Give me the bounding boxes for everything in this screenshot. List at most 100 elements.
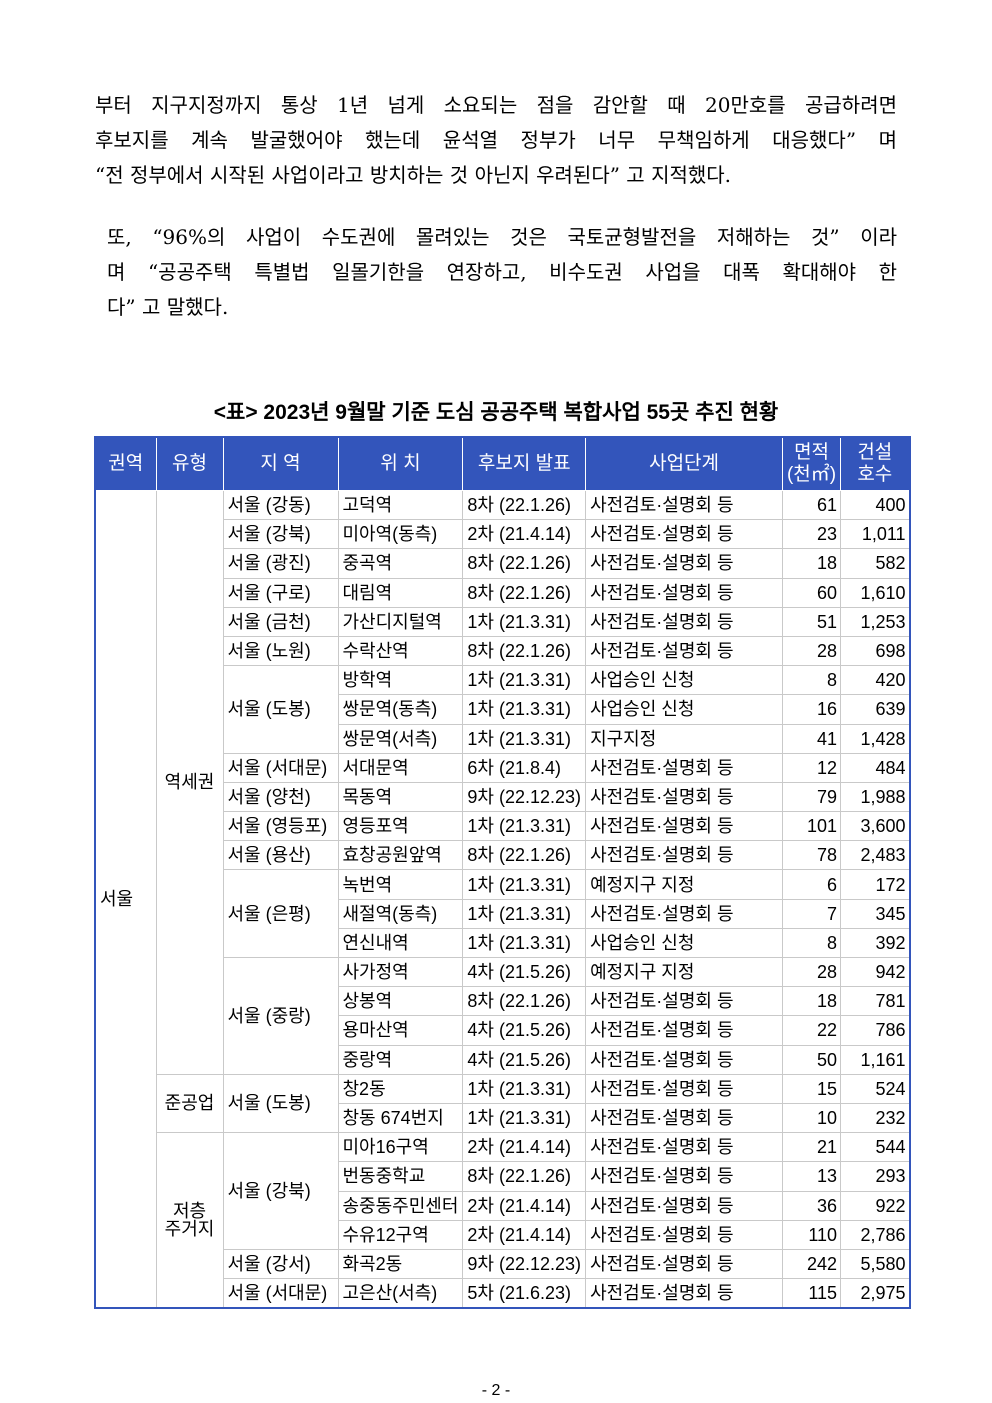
announcement-cell: 1차 (21.3.31)	[462, 898, 587, 929]
district-cell: 서울 (강북)	[222, 519, 339, 550]
area-cell: 12	[782, 752, 842, 783]
units-cell: 524	[840, 1073, 911, 1104]
district-cell: 서울 (도봉)	[222, 665, 339, 754]
location-cell: 고은산(서측)	[337, 1278, 464, 1309]
table-row: 쌍문역(동측) 1차 (21.3.31) 사업승인 신청 16 639	[95, 694, 911, 725]
stage-cell: 사전검토·설명회 등	[585, 1278, 784, 1309]
announcement-cell: 2차 (21.4.14)	[462, 519, 587, 550]
area-cell: 23	[782, 519, 842, 550]
table-row: 수유12구역 2차 (21.4.14) 사전검토·설명회 등 110 2,786	[95, 1219, 911, 1250]
announcement-cell: 2차 (21.4.14)	[462, 1190, 587, 1221]
stage-cell: 사전검토·설명회 등	[585, 898, 784, 929]
announcement-cell: 6차 (21.8.4)	[462, 752, 587, 783]
table-row: 서울 (구로) 대림역 8차 (22.1.26) 사전검토·설명회 등 60 1,610	[95, 577, 911, 608]
area-cell: 101	[782, 811, 842, 842]
units-cell: 484	[840, 752, 911, 783]
units-cell: 1,253	[840, 606, 911, 637]
announcement-cell: 8차 (22.1.26)	[462, 577, 587, 608]
area-cell: 16	[782, 694, 842, 725]
announcement-cell: 1차 (21.3.31)	[462, 694, 587, 725]
area-cell: 79	[782, 781, 842, 813]
type-header: 유형	[155, 436, 224, 491]
table-row: 서울 (은평) 녹번역 1차 (21.3.31) 예정지구 지정 6 172	[95, 869, 911, 958]
stage-cell: 지구지정	[585, 723, 784, 754]
stage-cell: 사전검토·설명회 등	[585, 1161, 784, 1192]
units-header: 건설 호수	[840, 436, 911, 491]
table-row: 서울 (강북) 미아역(동측) 2차 (21.4.14) 사전검토·설명회 등 23 1,…	[95, 519, 911, 550]
announcement-cell: 2차 (21.4.14)	[462, 1219, 587, 1250]
stage-cell: 사업승인 신청	[585, 665, 784, 696]
area-cell: 22	[782, 1015, 842, 1046]
area-cell: 36	[782, 1190, 842, 1221]
location-cell: 창동 674번지	[337, 1102, 464, 1134]
stage-cell: 사전검토·설명회 등	[585, 1219, 784, 1250]
announcement-cell: 4차 (21.5.26)	[462, 1015, 587, 1046]
location-cell: 새절역(동측)	[337, 898, 464, 929]
area-cell: 51	[782, 606, 842, 637]
table-row: 서울 (금천) 가산디지털역 1차 (21.3.31) 사전검토·설명회 등 51 1,2…	[95, 606, 911, 637]
announcement-cell: 1차 (21.3.31)	[462, 811, 587, 842]
table-row: 준공업 서울 (도봉) 창2동 1차 (21.3.31) 사전검토·설명회 등 15 524	[95, 1073, 911, 1134]
table-row: 서울 (도봉) 방학역 1차 (21.3.31) 사업승인 신청 8 420	[95, 665, 911, 754]
table-row: 서울 (노원) 수락산역 8차 (22.1.26) 사전검토·설명회 등 28 698	[95, 635, 911, 667]
announcement-cell: 1차 (21.3.31)	[462, 1102, 587, 1134]
paragraph-2: 또, “96%의 사업이 수도권에 몰려있는 것은 국토균형발전을 저해하는 것…	[107, 220, 897, 325]
units-cell: 2,786	[840, 1219, 911, 1250]
stage-cell: 사전검토·설명회 등	[585, 781, 784, 813]
text-line: “전 정부에서 시작된 사업이라고 방치하는 것 아닌지 우려된다” 고 지적했…	[95, 163, 732, 187]
announcement-cell: 5차 (21.6.23)	[462, 1278, 587, 1309]
area-cell: 6	[782, 869, 842, 900]
table-row: 저층 주거지 서울 (강북) 미아16구역 2차 (21.4.14) 사전검토·설명회 …	[95, 1132, 911, 1309]
units-cell: 781	[840, 986, 911, 1017]
location-cell: 쌍문역(동측)	[337, 694, 464, 725]
announcement-cell: 8차 (22.1.26)	[462, 1161, 587, 1192]
page-number: - 2 -	[481, 1382, 511, 1399]
announcement-cell: 1차 (21.3.31)	[462, 723, 587, 754]
district-cell: 서울 (구로)	[222, 577, 339, 608]
area-cell: 10	[782, 1102, 842, 1134]
stage-cell: 사전검토·설명회 등	[585, 1248, 784, 1280]
table-row: 새절역(동측) 1차 (21.3.31) 사전검토·설명회 등 7 345	[95, 898, 911, 929]
district-cell: 서울 (금천)	[222, 606, 339, 637]
location-cell: 번동중학교	[337, 1161, 464, 1192]
announcement-cell: 4차 (21.5.26)	[462, 956, 587, 988]
area-cell: 15	[782, 1073, 842, 1104]
announcement-cell: 1차 (21.3.31)	[462, 606, 587, 637]
announcement-cell: 8차 (22.1.26)	[462, 986, 587, 1017]
text-line: 부터 지구지정까지 통상 1년 넘게 소요되는 점을 감안할 때 20만호를 공…	[95, 93, 897, 117]
district-cell: 서울 (은평)	[222, 869, 339, 958]
stage-cell: 사전검토·설명회 등	[585, 1132, 784, 1163]
area-cell: 28	[782, 635, 842, 667]
announcement-cell: 4차 (21.5.26)	[462, 1044, 587, 1075]
area-cell: 50	[782, 1044, 842, 1075]
units-cell: 582	[840, 548, 911, 579]
stage-cell: 사전검토·설명회 등	[585, 752, 784, 783]
location-cell: 상봉역	[337, 986, 464, 1017]
announcement-cell: 8차 (22.1.26)	[462, 840, 587, 871]
units-cell: 942	[840, 956, 911, 988]
announcement-cell: 1차 (21.3.31)	[462, 927, 587, 959]
stage-cell: 사전검토·설명회 등	[585, 489, 784, 521]
location-cell: 효창공원앞역	[337, 840, 464, 871]
district-header: 지 역	[222, 436, 339, 491]
table-row: 상봉역 8차 (22.1.26) 사전검토·설명회 등 18 781	[95, 986, 911, 1017]
units-cell: 639	[840, 694, 911, 725]
stage-cell: 사전검토·설명회 등	[585, 1190, 784, 1221]
location-cell: 미아16구역	[337, 1132, 464, 1163]
announcement-cell: 2차 (21.4.14)	[462, 1132, 587, 1163]
area-cell: 28	[782, 956, 842, 988]
announcement-cell: 9차 (22.12.23)	[462, 781, 587, 813]
district-cell: 서울 (용산)	[222, 840, 339, 871]
location-cell: 창2동	[337, 1073, 464, 1104]
units-cell: 293	[840, 1161, 911, 1192]
district-cell: 서울 (서대문)	[222, 752, 339, 783]
units-cell: 5,580	[840, 1248, 911, 1280]
type-cell: 준공업	[155, 1073, 224, 1134]
district-cell: 서울 (광진)	[222, 548, 339, 579]
table-row: 서울 (중랑) 사가정역 4차 (21.5.26) 예정지구 지정 28 942	[95, 956, 911, 1075]
stage-cell: 사업승인 신청	[585, 927, 784, 959]
stage-cell: 예정지구 지정	[585, 956, 784, 988]
district-cell: 서울 (영등포)	[222, 811, 339, 842]
location-cell: 중곡역	[337, 548, 464, 579]
units-cell: 232	[840, 1102, 911, 1134]
